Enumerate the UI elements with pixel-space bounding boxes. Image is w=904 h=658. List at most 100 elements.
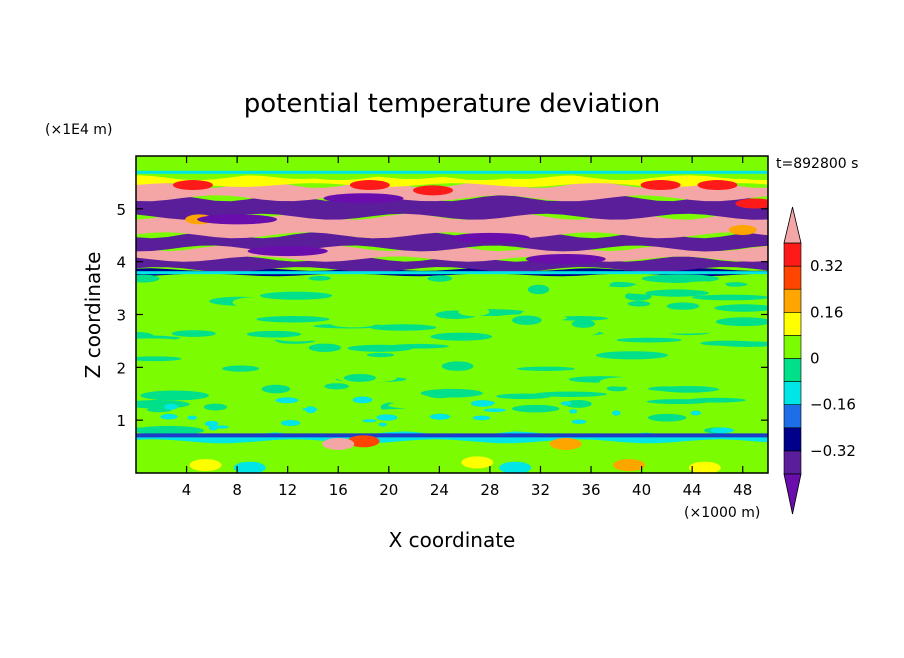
contour-texture [203, 403, 227, 411]
contour-feature [347, 435, 380, 448]
colorbar-segment [783, 450, 802, 475]
contour-feature [322, 437, 355, 450]
contour-texture [511, 404, 560, 413]
contour-texture [472, 415, 491, 421]
x-tick-label: 24 [430, 481, 449, 499]
contour-texture [676, 410, 726, 415]
contour-feature [461, 456, 494, 469]
contour-texture [389, 343, 449, 349]
contour-bands [136, 156, 768, 473]
y-tick-label: 5 [116, 201, 126, 219]
contour-feature [525, 254, 606, 265]
contour-texture [511, 315, 542, 325]
contour-texture [160, 413, 178, 420]
contour-texture [496, 393, 552, 400]
contour-band-5 [136, 256, 768, 273]
contour-band-8 [136, 213, 768, 239]
contour-feature [349, 180, 390, 191]
contour-texture [710, 427, 734, 434]
contour-texture [136, 356, 182, 362]
contour-texture [715, 317, 768, 327]
x-tick-label: 40 [632, 481, 651, 499]
contour-texture [571, 319, 596, 328]
contour-texture [595, 351, 668, 360]
y-unit-label: (×1E4 m) [45, 122, 112, 138]
contour-texture [136, 338, 186, 347]
contour-texture [739, 354, 768, 362]
contour-texture [679, 281, 728, 291]
contour-feature [413, 185, 454, 196]
contour-band-9 [136, 195, 768, 220]
contour-texture [527, 284, 550, 295]
contour-texture [406, 360, 430, 369]
contour-texture [140, 299, 168, 305]
contour-feature [697, 180, 738, 191]
contour-texture [646, 399, 710, 405]
contour-texture [647, 386, 687, 392]
contour-features [136, 170, 768, 473]
contour-texture [293, 275, 373, 284]
contour-texture [560, 401, 572, 406]
contour-texture [136, 287, 155, 293]
contour-texture [136, 274, 160, 283]
contour-texture [599, 377, 644, 387]
contour-feature [323, 193, 404, 204]
contour-texture [308, 275, 331, 281]
x-tick-label: 36 [581, 481, 600, 499]
x-tick-label: 28 [480, 481, 499, 499]
contour-boundary-line [136, 170, 768, 174]
contour-texture [441, 361, 474, 371]
contour-texture [171, 330, 216, 337]
contour-texture [420, 388, 483, 398]
colorbar-under-arrow [783, 473, 802, 515]
contour-band-12 [136, 156, 768, 181]
contour-texture [136, 309, 180, 319]
contour-feature [640, 180, 681, 191]
contour-texture [562, 344, 609, 354]
contour-feature [735, 198, 768, 209]
contour-feature [172, 180, 213, 191]
contour-band-6 [136, 246, 768, 262]
x-tick-label: 4 [182, 481, 192, 499]
contour-feature [612, 459, 645, 472]
contour-boundary-line [136, 433, 768, 438]
y-tick-label: 4 [116, 254, 126, 272]
contour-texture [647, 413, 687, 422]
contour-texture [606, 385, 628, 392]
contour-feature [549, 437, 582, 450]
contour-texture [560, 290, 622, 299]
colorbar-segment [783, 311, 802, 336]
contour-texture [484, 282, 523, 288]
contour-texture [378, 422, 387, 427]
x-axis: 4 8 12 16 20 24 28 32 36 40 44 48 [182, 156, 752, 499]
colorbar-segment [783, 288, 802, 313]
contour-band-0 [136, 459, 768, 473]
contour-texture [612, 410, 621, 416]
contour-texture [546, 276, 618, 285]
contour-texture [641, 274, 720, 283]
contour-texture [427, 275, 453, 282]
y-axis: 1 2 3 4 5 [116, 201, 768, 430]
colorbar-segment [783, 242, 802, 267]
x-tick-label: 20 [379, 481, 398, 499]
contour-texture [616, 337, 682, 343]
contour-texture [237, 335, 272, 346]
contour-texture [366, 352, 395, 358]
colorbar-segment [783, 427, 802, 452]
contour-texture [370, 293, 439, 303]
contour-texture [714, 304, 768, 312]
contour-texture [164, 403, 178, 410]
contour-texture [627, 301, 651, 307]
contour-texture [308, 343, 341, 352]
contour-texture [214, 425, 229, 429]
contour-texture [261, 384, 291, 394]
colorbar-segment [783, 265, 802, 290]
contour-texture [590, 414, 629, 421]
contour-texture [483, 408, 506, 413]
x-tick-label: 48 [733, 481, 752, 499]
contour-texture [369, 324, 437, 331]
time-label: t=892800 s [776, 156, 858, 172]
contour-texture [136, 425, 205, 436]
contour-feature [197, 214, 278, 225]
